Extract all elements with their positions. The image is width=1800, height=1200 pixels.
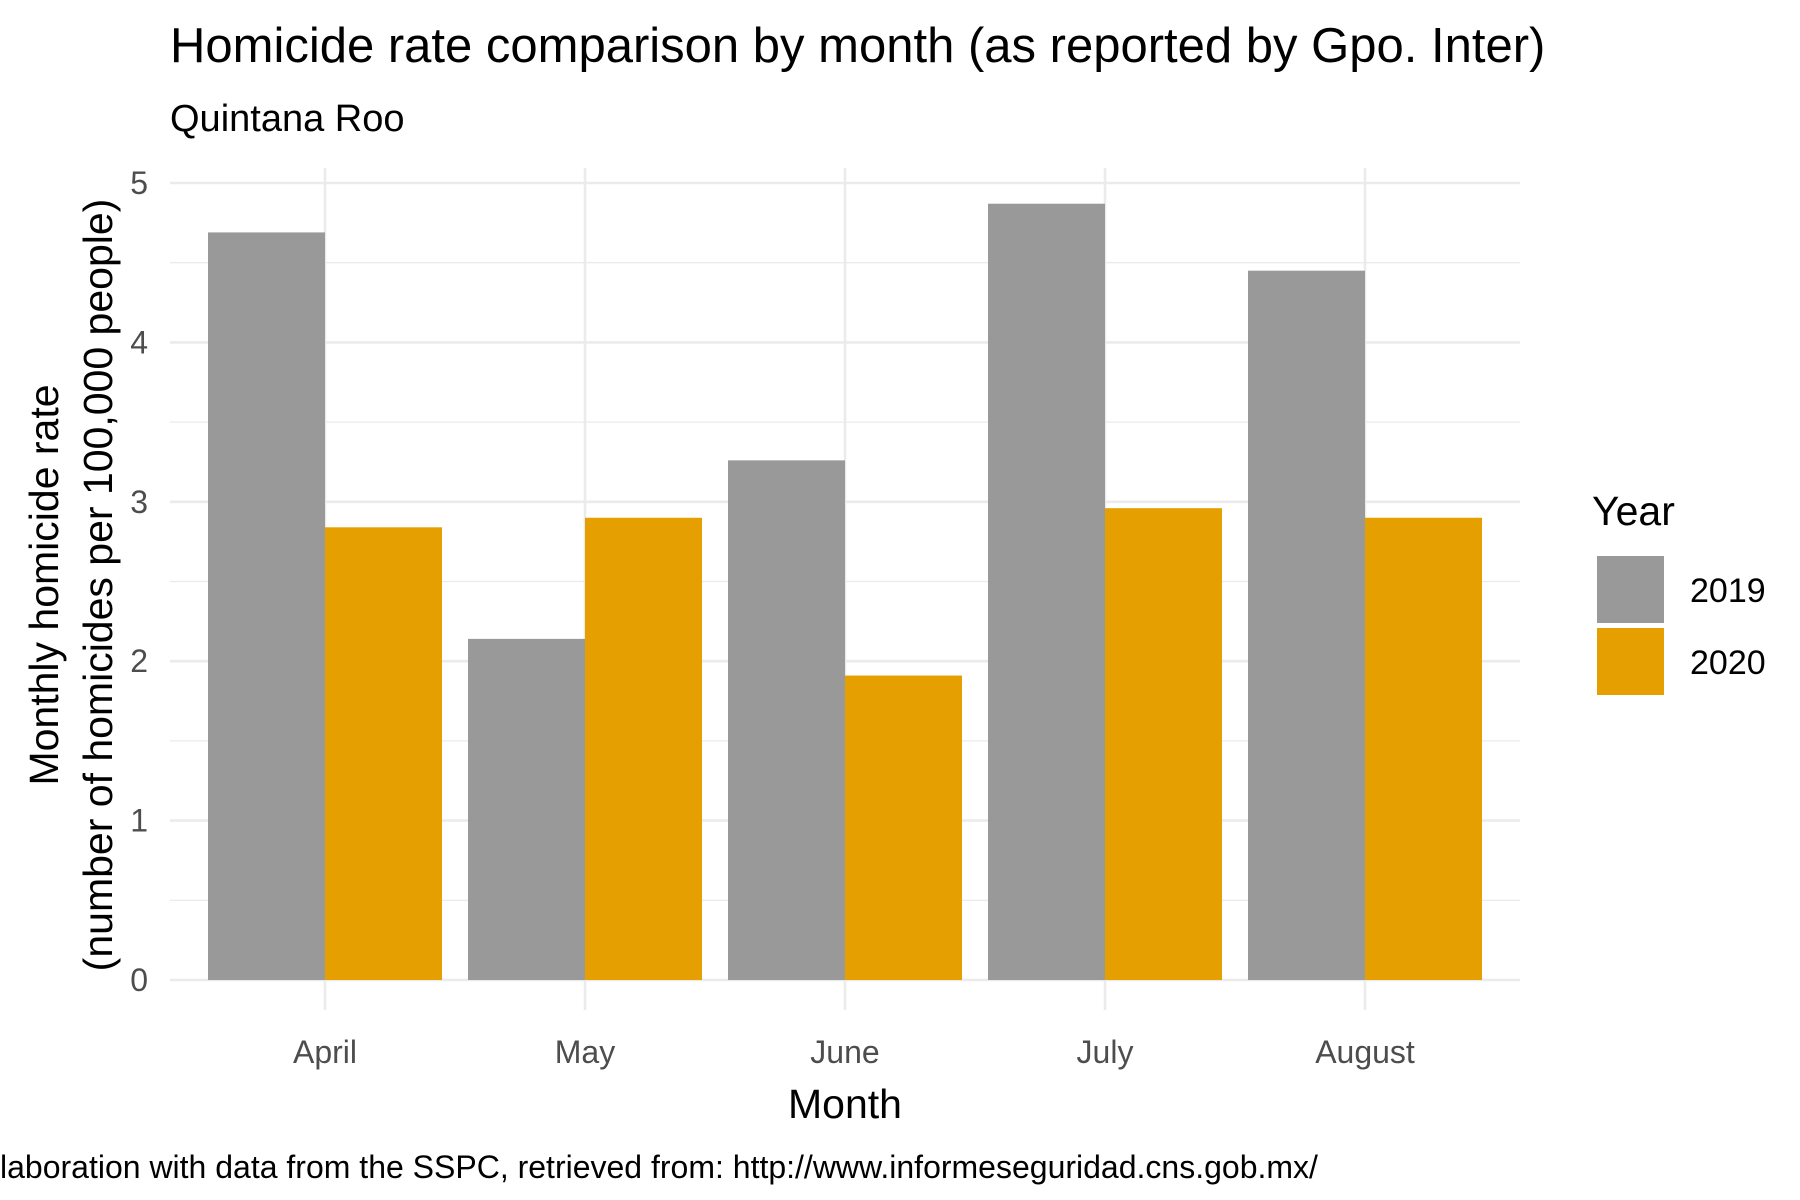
y-tick-label: 2	[130, 643, 148, 679]
y-tick-label: 0	[130, 962, 148, 998]
x-tick-label: August	[1315, 1034, 1415, 1070]
bar-2020-may	[585, 517, 702, 980]
x-axis-ticks: April May June July August	[293, 1034, 1415, 1070]
y-tick-label: 3	[130, 484, 148, 520]
bar-2019-may	[468, 638, 585, 980]
bar-2019-april	[208, 232, 325, 980]
y-axis-title-line1: Monthly homicide rate	[21, 384, 67, 785]
bar-2020-june	[845, 675, 962, 980]
legend-title: Year	[1592, 488, 1675, 534]
bar-2019-june	[728, 460, 845, 981]
bar-2019-august	[1248, 270, 1365, 980]
chart-caption: laboration with data from the SSPC, retr…	[0, 1149, 1318, 1185]
bar-2020-april	[325, 527, 442, 980]
x-axis-title: Month	[788, 1081, 902, 1127]
legend-key-2019	[1597, 556, 1664, 623]
legend-key-2020	[1597, 628, 1664, 695]
legend-label-2019: 2019	[1690, 572, 1766, 610]
chart-subtitle: Quintana Roo	[170, 98, 405, 140]
y-tick-label: 5	[130, 165, 148, 201]
legend: Year 2019 2020	[1592, 488, 1766, 695]
bar-2019-july	[988, 203, 1105, 981]
legend-label-2020: 2020	[1690, 644, 1766, 682]
x-tick-label: July	[1077, 1034, 1134, 1070]
chart-title: Homicide rate comparison by month (as re…	[170, 19, 1545, 73]
y-tick-label: 4	[130, 324, 148, 360]
bar-2020-august	[1365, 517, 1482, 980]
bar-2020-july	[1105, 508, 1222, 980]
x-tick-label: May	[555, 1034, 615, 1070]
bars	[208, 203, 1482, 981]
y-axis-ticks: 0 1 2 3 4 5	[130, 165, 148, 998]
x-tick-label: April	[293, 1034, 357, 1070]
y-axis-title-line2: (number of homicides per 100,000 people)	[75, 199, 121, 972]
y-tick-label: 1	[130, 803, 148, 839]
x-tick-label: June	[810, 1034, 879, 1070]
